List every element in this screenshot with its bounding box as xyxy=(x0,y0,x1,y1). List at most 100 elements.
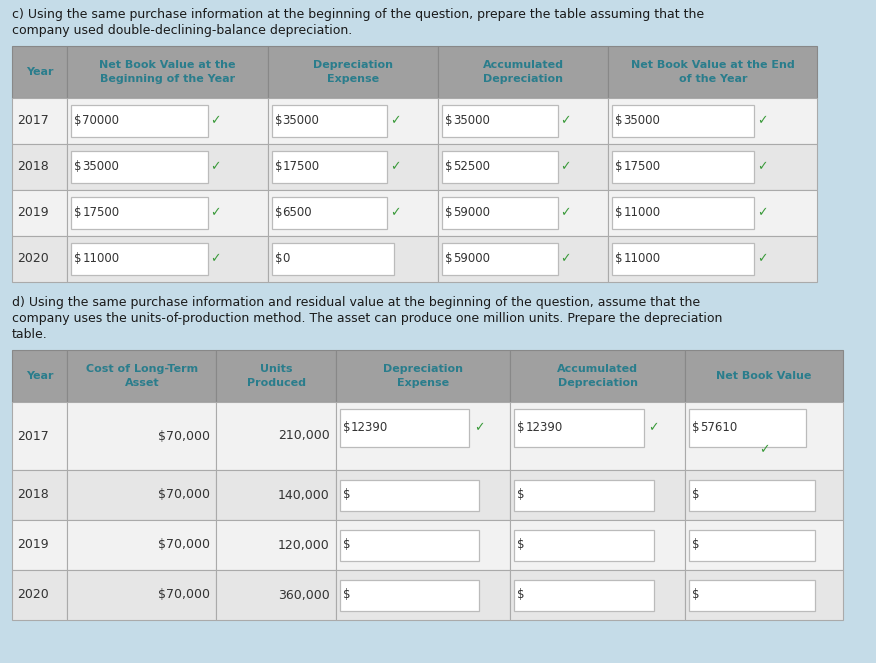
Bar xyxy=(336,402,511,470)
Bar xyxy=(609,144,817,190)
Bar xyxy=(689,530,816,560)
Bar xyxy=(612,198,754,229)
Text: 17500: 17500 xyxy=(82,206,119,219)
Bar xyxy=(511,520,685,570)
Text: 11000: 11000 xyxy=(624,206,661,219)
Bar xyxy=(67,350,216,402)
Text: d) Using the same purchase information and residual value at the beginning of th: d) Using the same purchase information a… xyxy=(12,296,700,309)
Text: $: $ xyxy=(274,115,282,127)
Bar xyxy=(612,105,754,137)
Text: ✓: ✓ xyxy=(210,160,221,174)
Text: ✓: ✓ xyxy=(474,422,484,434)
Bar xyxy=(511,402,685,470)
Text: 35000: 35000 xyxy=(82,160,119,174)
Text: ✓: ✓ xyxy=(390,160,400,174)
Bar xyxy=(340,479,479,511)
Text: Net Book Value: Net Book Value xyxy=(717,371,811,381)
Bar xyxy=(689,409,806,447)
Text: $: $ xyxy=(445,206,453,219)
Text: 2018: 2018 xyxy=(17,489,49,501)
Bar xyxy=(67,402,216,470)
Bar xyxy=(689,479,816,511)
Bar xyxy=(12,46,67,98)
Bar xyxy=(12,350,67,402)
Bar xyxy=(336,570,511,620)
Bar xyxy=(336,470,511,520)
Bar xyxy=(438,98,609,144)
Bar xyxy=(442,243,558,274)
Bar xyxy=(336,520,511,570)
Bar xyxy=(438,46,609,98)
Bar xyxy=(340,579,479,611)
Text: company uses the units-of-production method. The asset can produce one million u: company uses the units-of-production met… xyxy=(12,312,723,325)
Text: $: $ xyxy=(616,115,623,127)
Text: table.: table. xyxy=(12,328,48,341)
Text: 12390: 12390 xyxy=(526,422,562,434)
Bar xyxy=(216,520,336,570)
Bar xyxy=(514,579,654,611)
Text: 35000: 35000 xyxy=(283,115,320,127)
Bar xyxy=(12,144,67,190)
Text: ✓: ✓ xyxy=(648,422,659,434)
Bar xyxy=(511,570,685,620)
Text: $: $ xyxy=(74,253,81,265)
Text: $: $ xyxy=(692,422,700,434)
Text: $: $ xyxy=(74,115,81,127)
Text: 52500: 52500 xyxy=(453,160,490,174)
Bar xyxy=(12,470,67,520)
Bar xyxy=(12,570,67,620)
Bar xyxy=(67,46,267,98)
Text: company used double-declining-balance depreciation.: company used double-declining-balance de… xyxy=(12,24,352,37)
Bar xyxy=(12,236,67,282)
Text: 0: 0 xyxy=(283,253,290,265)
Bar xyxy=(514,409,644,447)
Bar xyxy=(12,98,67,144)
Text: $70,000: $70,000 xyxy=(159,489,210,501)
Text: 2017: 2017 xyxy=(17,430,49,442)
Bar xyxy=(71,243,208,274)
Bar xyxy=(216,470,336,520)
Text: $: $ xyxy=(518,589,525,601)
Bar xyxy=(216,350,336,402)
Text: c) Using the same purchase information at the beginning of the question, prepare: c) Using the same purchase information a… xyxy=(12,8,704,21)
Text: 210,000: 210,000 xyxy=(278,430,329,442)
Text: $: $ xyxy=(692,589,700,601)
Text: 12390: 12390 xyxy=(350,422,388,434)
Text: $: $ xyxy=(616,206,623,219)
Text: 59000: 59000 xyxy=(453,253,490,265)
Text: Accumulated
Depreciation: Accumulated Depreciation xyxy=(483,60,563,84)
Bar xyxy=(685,402,843,470)
Text: 17500: 17500 xyxy=(624,160,661,174)
Text: $: $ xyxy=(74,206,81,219)
Text: Net Book Value at the
Beginning of the Year: Net Book Value at the Beginning of the Y… xyxy=(99,60,236,84)
Bar xyxy=(267,98,438,144)
Bar xyxy=(511,350,685,402)
Text: ✓: ✓ xyxy=(757,160,767,174)
Bar xyxy=(267,190,438,236)
Bar xyxy=(272,243,394,274)
Text: $: $ xyxy=(445,160,453,174)
Text: $: $ xyxy=(445,253,453,265)
Text: $: $ xyxy=(692,489,700,501)
Text: $: $ xyxy=(274,206,282,219)
Text: $: $ xyxy=(343,538,350,552)
Text: ✓: ✓ xyxy=(561,115,571,127)
Bar xyxy=(216,402,336,470)
Text: Accumulated
Depreciation: Accumulated Depreciation xyxy=(557,365,639,388)
Bar xyxy=(609,46,817,98)
Text: $70,000: $70,000 xyxy=(159,538,210,552)
Bar xyxy=(442,151,558,182)
Text: 6500: 6500 xyxy=(283,206,312,219)
Bar xyxy=(689,579,816,611)
Text: $: $ xyxy=(616,160,623,174)
Text: 2020: 2020 xyxy=(17,253,49,265)
Bar xyxy=(612,243,754,274)
Bar xyxy=(71,151,208,182)
Bar xyxy=(71,105,208,137)
Text: 35000: 35000 xyxy=(624,115,661,127)
Text: ✓: ✓ xyxy=(757,115,767,127)
Text: $: $ xyxy=(274,253,282,265)
Text: 140,000: 140,000 xyxy=(278,489,329,501)
Bar xyxy=(438,144,609,190)
Text: $: $ xyxy=(343,422,350,434)
